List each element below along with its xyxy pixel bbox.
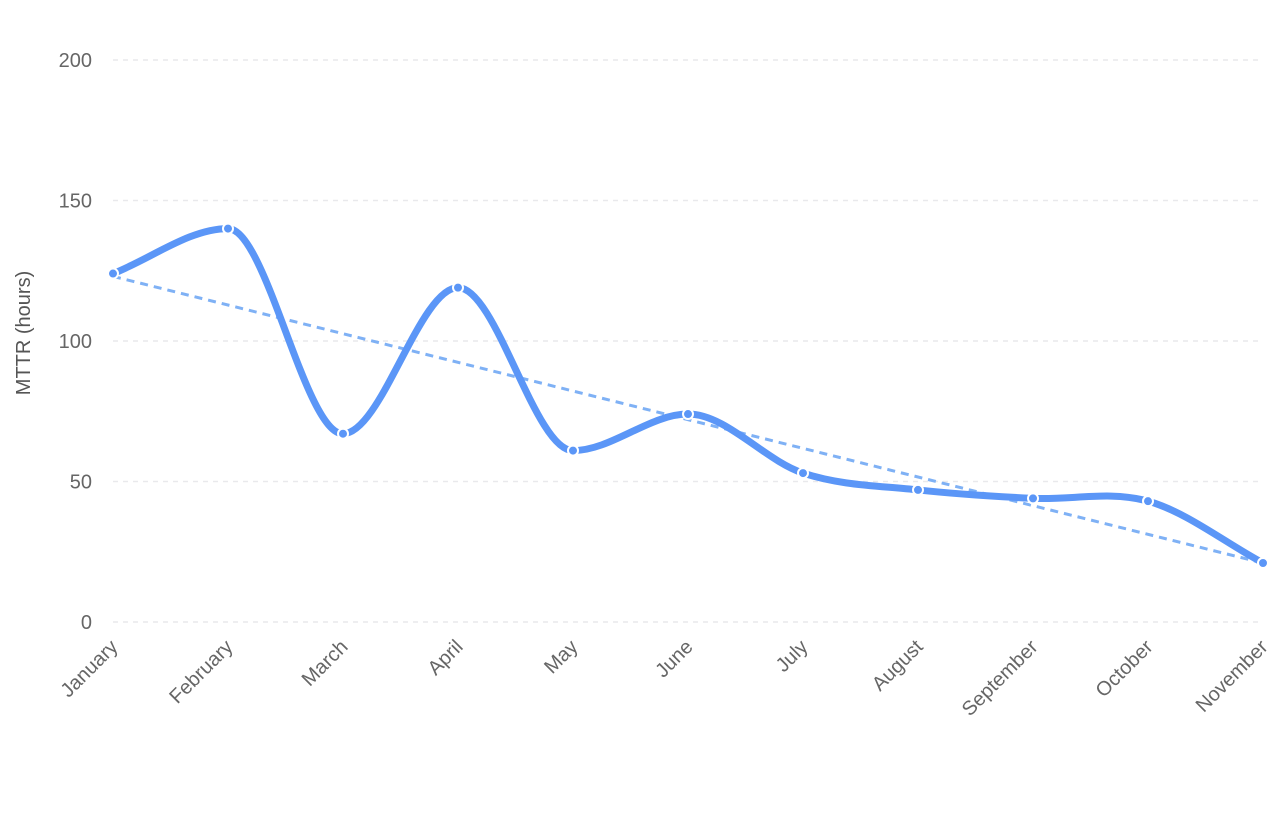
series-line [109, 225, 1267, 567]
data-point[interactable] [1142, 495, 1154, 508]
data-point[interactable] [797, 467, 809, 480]
data-point[interactable] [452, 281, 464, 294]
y-axis-title: MTTR (hours) [13, 271, 35, 395]
data-point[interactable] [1027, 492, 1039, 505]
data-point[interactable] [222, 222, 234, 235]
y-axis-ticks: 0 50 100 150 200 [59, 50, 92, 634]
x-tick-label: October [1092, 636, 1158, 702]
x-tick-label: January [57, 636, 123, 702]
y-tick-label: 100 [59, 331, 92, 353]
points-layer [107, 222, 1269, 569]
series-layer [109, 225, 1267, 567]
grid [113, 59, 1263, 623]
x-tick-label: March [298, 636, 353, 691]
x-tick-label: May [540, 636, 582, 678]
y-tick-label: 200 [59, 50, 92, 72]
x-axis-ticks: January February March April May June July Augu… [57, 636, 1273, 721]
data-point[interactable] [682, 408, 694, 421]
x-tick-label: November [1192, 636, 1273, 717]
x-tick-label: July [772, 636, 813, 677]
y-tick-label: 150 [59, 191, 92, 213]
data-point[interactable] [337, 427, 349, 440]
x-tick-label: August [868, 636, 928, 696]
data-point[interactable] [912, 483, 924, 496]
x-tick-label: February [165, 636, 237, 708]
data-point[interactable] [107, 267, 119, 280]
x-tick-label: September [958, 636, 1043, 721]
data-point[interactable] [1257, 556, 1269, 569]
x-tick-label: April [424, 636, 468, 680]
x-tick-label: June [651, 636, 697, 682]
y-tick-label: 0 [81, 612, 92, 634]
y-tick-label: 50 [70, 472, 92, 494]
data-point[interactable] [567, 444, 579, 457]
